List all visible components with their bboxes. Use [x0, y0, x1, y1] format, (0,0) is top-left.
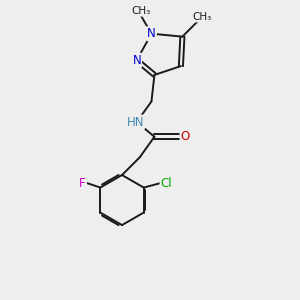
Text: CH₃: CH₃	[131, 6, 151, 16]
Text: N: N	[147, 27, 156, 40]
Text: HN: HN	[127, 116, 144, 128]
Text: N: N	[132, 54, 141, 67]
Text: CH₃: CH₃	[192, 12, 211, 22]
Text: O: O	[181, 130, 190, 143]
Text: F: F	[80, 177, 86, 190]
Text: Cl: Cl	[160, 177, 172, 190]
